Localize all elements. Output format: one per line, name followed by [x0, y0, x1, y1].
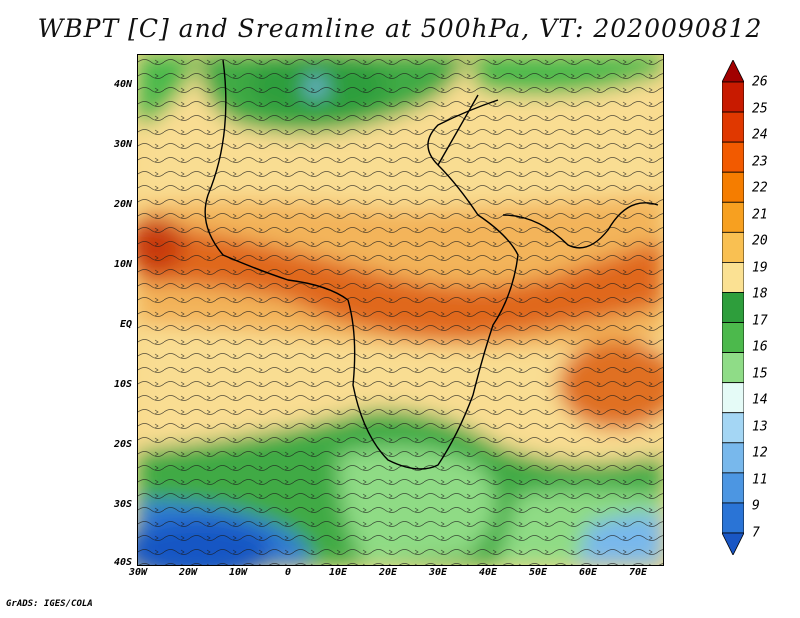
lat-label-40n: 40N	[113, 79, 132, 90]
lon-label-50e: 50E	[528, 567, 548, 578]
colorbar-label: 23	[752, 154, 768, 170]
colorbar-box	[722, 81, 744, 113]
lon-label-60e: 60E	[578, 567, 598, 578]
lon-label-10w: 10W	[228, 567, 248, 578]
lon-label-20e: 20E	[378, 567, 398, 578]
colorbar-box	[722, 231, 744, 263]
lon-label-70e: 70E	[628, 567, 648, 578]
colorbar-box	[722, 201, 744, 233]
colorbar-label: 25	[752, 101, 768, 117]
lat-label-40s: 40S	[113, 557, 132, 568]
lat-label-10s: 10S	[113, 379, 132, 390]
colorbar-box	[722, 502, 744, 534]
lon-label-20w: 20W	[178, 567, 198, 578]
colorbar-label: 11	[752, 472, 768, 488]
lon-label-30e: 30E	[428, 567, 448, 578]
grads-credit: GrADS: IGES/COLA	[6, 599, 93, 609]
colorbar-box	[722, 442, 744, 474]
lon-label-40e: 40E	[478, 567, 498, 578]
coastlines	[204, 59, 659, 470]
colorbar-label: 14	[752, 392, 768, 408]
map-title: WBPT [C] and Sreamline at 500hPa, VT: 20…	[37, 14, 763, 43]
colorbar-box	[722, 261, 744, 293]
colorbar-label: 9	[752, 498, 760, 514]
colorbar-box	[722, 352, 744, 384]
map-plot	[137, 54, 664, 566]
lon-label-10e: 10E	[328, 567, 348, 578]
colorbar-box	[722, 322, 744, 353]
colorbar-box	[722, 472, 744, 504]
colorbar-box	[722, 382, 744, 414]
colorbar	[722, 60, 744, 555]
lat-label-20n: 20N	[113, 199, 132, 210]
colorbar-label: 21	[752, 207, 768, 223]
colorbar-box	[722, 141, 744, 173]
colorbar-label: 22	[752, 180, 768, 196]
colorbar-label: 24	[752, 127, 768, 143]
colorbar-top-arrow	[722, 60, 744, 83]
colorbar-label: 7	[752, 525, 760, 541]
lat-label-eq: EQ	[119, 319, 132, 330]
lat-label-10n: 10N	[113, 259, 132, 270]
colorbar-label: 16	[752, 339, 768, 355]
colorbar-label: 17	[752, 313, 768, 329]
colorbar-bottom-arrow	[722, 532, 744, 555]
colorbar-box	[722, 292, 744, 323]
lon-label-30w: 30W	[128, 567, 148, 578]
colorbar-box	[722, 412, 744, 444]
lat-label-30n: 30N	[113, 139, 132, 150]
colorbar-box	[722, 111, 744, 143]
colorbar-label: 26	[752, 74, 768, 90]
colorbar-label: 20	[752, 233, 768, 249]
colorbar-label: 19	[752, 260, 768, 276]
map-svg	[138, 55, 663, 565]
lat-label-30s: 30S	[113, 499, 132, 510]
colorbar-label: 18	[752, 286, 768, 302]
colorbar-label: 13	[752, 419, 768, 435]
lat-label-20s: 20S	[113, 439, 132, 450]
colorbar-label: 12	[752, 445, 768, 461]
lon-label-0: 0	[284, 567, 292, 578]
colorbar-box	[722, 171, 744, 203]
streamline-overlay	[138, 55, 663, 565]
colorbar-label: 15	[752, 366, 768, 382]
